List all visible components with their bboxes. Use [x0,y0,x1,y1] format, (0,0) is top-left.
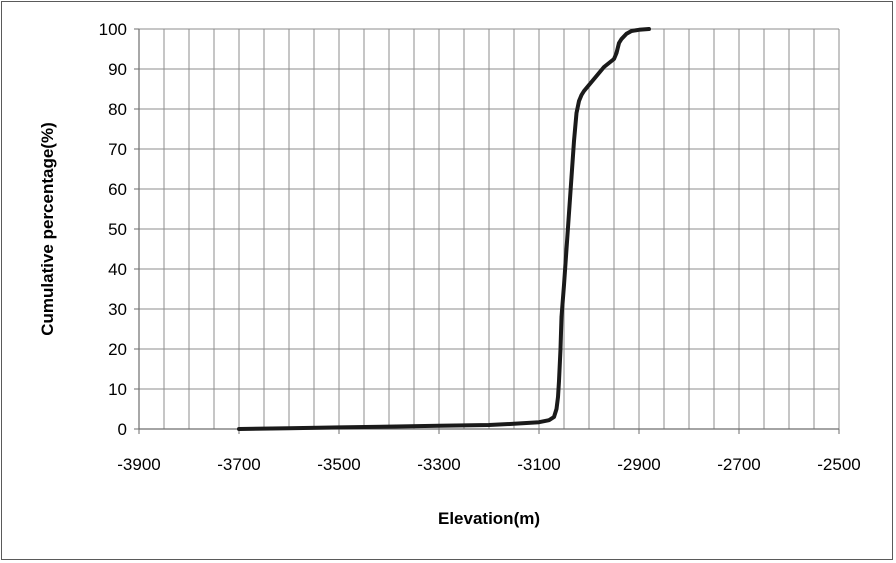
x-tick-label: -3900 [117,455,160,474]
x-tick-label: -3100 [517,455,560,474]
x-tick-label: -3700 [217,455,260,474]
x-axis-label: Elevation(m) [438,509,540,528]
x-tick-label: -2900 [617,455,660,474]
x-tick-label: -2700 [717,455,760,474]
y-tick-label: 10 [108,380,127,399]
y-tick-label: 60 [108,180,127,199]
y-tick-labels: 0 10 20 30 40 50 60 70 80 90 100 [99,20,127,439]
y-tick-label: 70 [108,140,127,159]
y-tick-label: 0 [118,420,127,439]
y-tick-label: 100 [99,20,127,39]
x-tick-label: -3300 [417,455,460,474]
y-tick-label: 40 [108,260,127,279]
x-tick-label: -2500 [817,455,860,474]
x-tick-labels: -3900 -3700 -3500 -3300 -3100 -2900 -2700 -2500 [117,455,860,474]
axes [134,28,840,434]
y-tick-label: 50 [108,220,127,239]
y-axis-label: Cumulative percentage(%) [38,122,57,336]
series-group [237,27,651,431]
y-tick-label: 90 [108,60,127,79]
y-tick-label: 20 [108,340,127,359]
gridlines [138,28,840,430]
x-tick-label: -3500 [317,455,360,474]
y-tick-label: 30 [108,300,127,319]
series-line [237,27,651,431]
y-tick-label: 80 [108,100,127,119]
